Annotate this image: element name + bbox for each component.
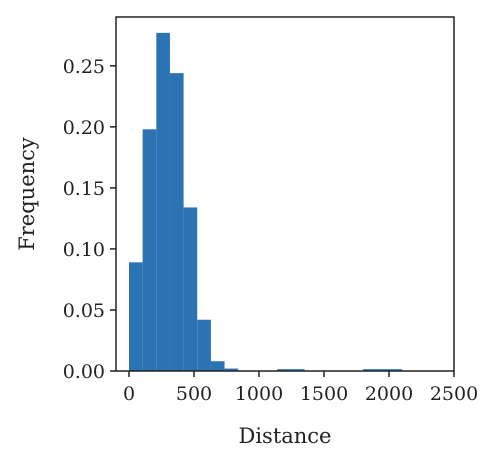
histogram-bar [129,262,143,371]
histogram-bar [224,368,239,371]
histogram-bar [363,369,402,371]
x-axis-title: Distance [238,424,331,448]
y-tick-label: 0.15 [63,178,105,200]
x-axis: 0 500 1000 1500 2000 2500 [123,371,478,405]
y-tick-label: 0.05 [63,300,105,322]
x-tick-label: 500 [176,383,212,405]
y-tick-label: 0.10 [63,239,105,261]
y-tick-label: 0.20 [63,117,105,139]
y-axis: 0.00 0.05 0.10 0.15 0.20 0.25 [63,56,116,383]
histogram-bar [142,129,157,371]
y-axis-title: Frequency [15,137,39,251]
bars-group [129,32,402,372]
histogram-bar [169,73,184,371]
x-tick-label: 0 [123,383,135,405]
x-tick-label: 1000 [235,383,283,405]
x-tick-label: 2000 [365,383,413,405]
y-tick-label: 0.25 [63,56,105,78]
histogram-bar [156,32,170,372]
plot-frame [115,16,455,372]
histogram-bar [183,207,198,371]
histogram-bar [197,319,211,371]
x-tick-label: 1500 [300,383,348,405]
histogram-bar [210,361,225,371]
histogram-bar [277,369,305,371]
y-tick-label: 0.00 [63,361,105,383]
x-tick-label: 2500 [430,383,478,405]
